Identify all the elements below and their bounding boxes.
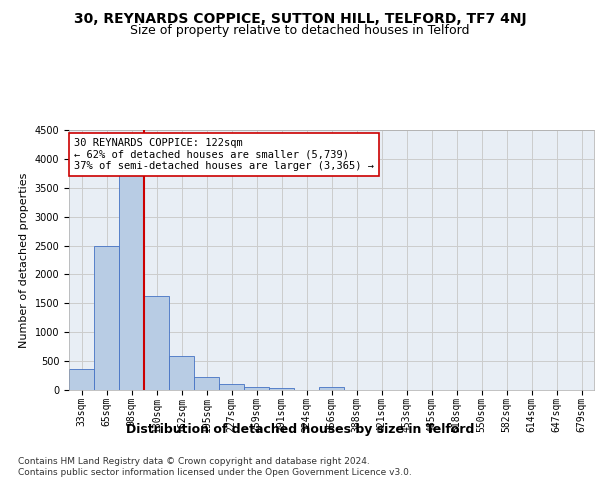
Bar [219,384,244,390]
Bar [169,356,194,390]
Text: Size of property relative to detached houses in Telford: Size of property relative to detached ho… [130,24,470,37]
Bar [119,175,144,390]
Text: 30 REYNARDS COPPICE: 122sqm
← 62% of detached houses are smaller (5,739)
37% of : 30 REYNARDS COPPICE: 122sqm ← 62% of det… [74,138,374,171]
Bar [244,386,269,390]
Text: Distribution of detached houses by size in Telford: Distribution of detached houses by size … [126,422,474,436]
Bar [269,388,294,390]
Bar [194,376,219,390]
Bar [144,296,169,390]
Text: Contains HM Land Registry data © Crown copyright and database right 2024.
Contai: Contains HM Land Registry data © Crown c… [18,458,412,477]
Text: 30, REYNARDS COPPICE, SUTTON HILL, TELFORD, TF7 4NJ: 30, REYNARDS COPPICE, SUTTON HILL, TELFO… [74,12,526,26]
Bar [94,246,119,390]
Bar [319,386,344,390]
Bar [69,369,94,390]
Y-axis label: Number of detached properties: Number of detached properties [19,172,29,348]
